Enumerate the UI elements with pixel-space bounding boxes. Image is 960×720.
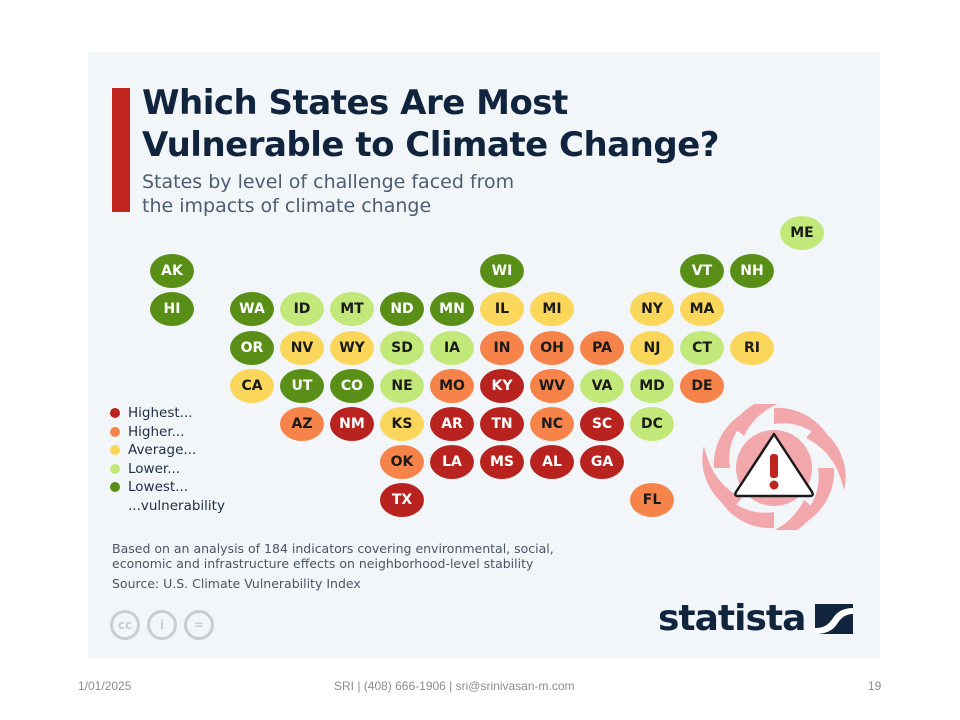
state-tile-ct: CT bbox=[680, 330, 724, 365]
legend-label: Higher... bbox=[128, 423, 185, 440]
state-tile-ky: KY bbox=[480, 368, 524, 403]
brand-name: statista bbox=[658, 598, 806, 639]
state-tile-nh: NH bbox=[730, 254, 774, 289]
state-tile-pa: PA bbox=[580, 330, 624, 365]
license-icons: cc i = bbox=[110, 610, 214, 640]
state-tile-ma: MA bbox=[680, 292, 724, 327]
state-tile-ga: GA bbox=[580, 445, 624, 480]
state-tile-wi: WI bbox=[480, 254, 524, 289]
state-tile-ri: RI bbox=[730, 330, 774, 365]
state-tile-al: AL bbox=[530, 445, 574, 480]
state-tile-vt: VT bbox=[680, 254, 724, 289]
state-tile-nj: NJ bbox=[630, 330, 674, 365]
legend-label: Lowest... bbox=[128, 479, 189, 496]
state-tile-mn: MN bbox=[430, 292, 474, 327]
state-tile-oh: OH bbox=[530, 330, 574, 365]
state-tile-wa: WA bbox=[230, 292, 274, 327]
state-tile-az: AZ bbox=[280, 407, 324, 441]
legend-swatch-average bbox=[110, 445, 120, 456]
legend-swatch-lowest bbox=[110, 482, 120, 493]
statista-logo[interactable]: statista bbox=[658, 598, 854, 639]
no-derivatives-icon[interactable]: = bbox=[184, 610, 214, 640]
cc-icon[interactable]: cc bbox=[110, 610, 140, 640]
legend: Highest... Higher... Average... Lower... Low… bbox=[110, 404, 225, 515]
methodology-note: Based on an analysis of 184 indicators c… bbox=[112, 541, 554, 571]
state-tile-md: MD bbox=[630, 368, 674, 403]
state-tile-in: IN bbox=[480, 330, 524, 365]
legend-label: Lower... bbox=[128, 460, 181, 477]
state-tile-tn: TN bbox=[480, 407, 524, 441]
state-tile-la: LA bbox=[430, 445, 474, 480]
legend-item-higher: Higher... bbox=[110, 423, 225, 442]
state-tile-nd: ND bbox=[380, 292, 424, 327]
state-tile-sd: SD bbox=[380, 330, 424, 365]
state-tile-me: ME bbox=[780, 216, 824, 250]
title-accent-bar bbox=[112, 88, 130, 212]
state-tile-ca: CA bbox=[230, 368, 274, 403]
hurricane-warning-icon bbox=[702, 404, 846, 530]
chart-title: Which States Are Most Vulnerable to Clim… bbox=[142, 83, 719, 165]
footer-page-number: 19 bbox=[868, 679, 882, 693]
state-tile-de: DE bbox=[680, 368, 724, 403]
state-tile-id: ID bbox=[280, 292, 324, 327]
legend-item-highest: Highest... bbox=[110, 404, 225, 423]
state-tile-ms: MS bbox=[480, 445, 524, 480]
state-tile-ut: UT bbox=[280, 368, 324, 403]
state-tile-ia: IA bbox=[430, 330, 474, 365]
legend-label: Highest... bbox=[128, 405, 193, 422]
state-tile-fl: FL bbox=[630, 483, 674, 518]
state-tile-ks: KS bbox=[380, 407, 424, 441]
state-tile-nm: NM bbox=[330, 407, 374, 441]
state-tile-va: VA bbox=[580, 368, 624, 403]
state-tile-nv: NV bbox=[280, 330, 324, 365]
legend-swatch-highest bbox=[110, 408, 120, 419]
footer-date: 1/01/2025 bbox=[78, 679, 132, 693]
legend-item-lower: Lower... bbox=[110, 460, 225, 479]
state-tile-or: OR bbox=[230, 330, 274, 365]
state-tile-co: CO bbox=[330, 368, 374, 403]
legend-item-lowest: Lowest... bbox=[110, 478, 225, 497]
state-tile-mt: MT bbox=[330, 292, 374, 327]
attribution-icon[interactable]: i bbox=[147, 610, 177, 640]
state-tile-sc: SC bbox=[580, 407, 624, 441]
state-tile-wy: WY bbox=[330, 330, 374, 365]
state-tile-tx: TX bbox=[380, 483, 424, 518]
source-text: Source: U.S. Climate Vulnerability Index bbox=[112, 576, 361, 591]
statista-logo-mark-icon bbox=[815, 603, 854, 634]
legend-label: Average... bbox=[128, 442, 197, 459]
footer-contact: SRI | (408) 666-1906 | sri@srinivasan-m.… bbox=[334, 679, 575, 693]
chart-subtitle: States by level of challenge faced from … bbox=[142, 171, 515, 217]
state-tile-ne: NE bbox=[380, 368, 424, 403]
state-tile-ny: NY bbox=[630, 292, 674, 327]
state-tile-mo: MO bbox=[430, 368, 474, 403]
legend-suffix-label: ...vulnerability bbox=[128, 497, 225, 514]
legend-item-average: Average... bbox=[110, 441, 225, 460]
state-tile-mi: MI bbox=[530, 292, 574, 327]
state-tile-ak: AK bbox=[150, 254, 194, 289]
state-tile-ar: AR bbox=[430, 407, 474, 441]
legend-suffix: ...vulnerability bbox=[110, 497, 225, 516]
state-tile-il: IL bbox=[480, 292, 524, 327]
state-tile-hi: HI bbox=[150, 292, 194, 327]
state-tile-ok: OK bbox=[380, 445, 424, 480]
legend-swatch-higher bbox=[110, 426, 120, 437]
legend-swatch-lower bbox=[110, 463, 120, 474]
state-tile-dc: DC bbox=[630, 407, 674, 441]
state-tile-nc: NC bbox=[530, 407, 574, 441]
state-tile-wv: WV bbox=[530, 368, 574, 403]
